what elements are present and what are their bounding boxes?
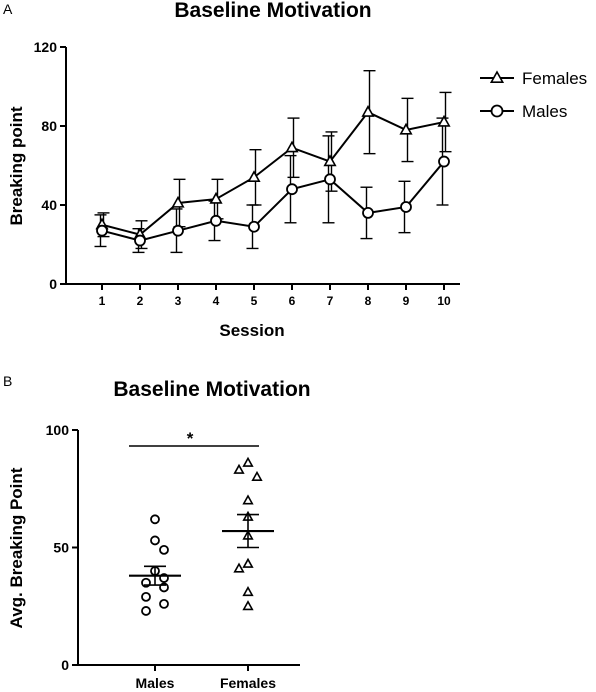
chart-b-point-males (159, 544, 169, 555)
panel-a-label: A (3, 1, 13, 17)
chart-b-point-females (242, 557, 254, 568)
chart-b-point-females (233, 463, 245, 474)
chart-a-x-tick-label: 5 (251, 294, 258, 308)
chart-a-title: Baseline Motivation (174, 0, 371, 22)
chart-a-point-females (437, 114, 451, 127)
chart-b-point-females (242, 456, 254, 467)
chart-a-x-tick-label: 1 (99, 294, 106, 308)
chart-a-x-tick-label: 4 (213, 294, 220, 308)
chart-b-title: Baseline Motivation (113, 378, 310, 401)
legend-label-females: Females (522, 69, 587, 88)
chart-b-point-males (159, 599, 169, 609)
chart-a-point-males (438, 155, 450, 168)
panel-b-label: B (3, 373, 12, 389)
chart-a-point-females (171, 195, 185, 208)
chart-b-y-axis-label: Avg. Breaking Point (7, 467, 26, 628)
chart-a-point-females (285, 140, 299, 153)
chart-a-point-females (399, 122, 413, 135)
chart-a-series-line-females (101, 110, 445, 236)
chart-a-x-tick-label: 9 (403, 294, 410, 308)
chart-b-point-males (150, 514, 160, 525)
chart-b-x-tick-label: Females (220, 675, 276, 691)
chart-a-series-line-males (101, 160, 445, 242)
chart-a-y-tick-label: 120 (34, 39, 58, 55)
chart-b-point-males (141, 591, 151, 602)
chart-a-point-females (323, 154, 337, 167)
chart-a-x-tick-label: 10 (437, 294, 451, 308)
chart-a-y-tick-label: 40 (41, 197, 57, 213)
chart-a-point-males (210, 214, 222, 227)
chart-a-x-tick-label: 6 (289, 294, 296, 308)
chart-b-point-males (141, 606, 151, 616)
chart-a-point-males (172, 224, 184, 237)
chart-b-y-tick-label: 100 (46, 422, 70, 438)
legend-marker-females (489, 70, 505, 83)
chart-a-x-axis-label: Session (219, 321, 284, 340)
chart-a-x-tick-label: 3 (175, 294, 182, 308)
chart-a-point-females (361, 105, 375, 117)
chart-b-point-females (251, 470, 263, 481)
chart-a-point-males (134, 234, 146, 247)
chart-a-x-tick-label: 2 (137, 294, 144, 308)
chart-b-y-tick-label: 50 (53, 540, 69, 556)
chart-b-point-females (242, 586, 254, 597)
chart-a-point-males (96, 224, 108, 237)
chart-b-point-males (150, 535, 160, 546)
chart-a-point-males (248, 220, 260, 233)
chart-b-significance-star: * (187, 429, 194, 448)
chart-a-point-males (286, 183, 298, 196)
chart-b-y-tick-label: 0 (61, 657, 69, 673)
chart-a-y-tick-label: 80 (41, 118, 57, 134)
chart-a-point-females (247, 170, 261, 182)
legend-marker-males (490, 104, 504, 118)
chart-b-point-females (233, 562, 245, 573)
chart-a-x-tick-label: 7 (327, 294, 334, 308)
chart-b-x-tick-label: Males (136, 675, 175, 691)
chart-a-x-tick-label: 8 (365, 294, 372, 308)
chart-a-point-males (400, 201, 412, 213)
chart-a-point-males (324, 173, 336, 186)
chart-a-y-tick-label: 0 (49, 276, 57, 292)
chart-b-point-females (242, 494, 254, 505)
chart-a-point-females (209, 191, 223, 204)
chart-a-point-males (362, 206, 374, 219)
legend-label-males: Males (522, 102, 567, 121)
chart-b-point-females (242, 600, 254, 611)
chart-a-y-axis-label: Breaking point (7, 106, 26, 225)
